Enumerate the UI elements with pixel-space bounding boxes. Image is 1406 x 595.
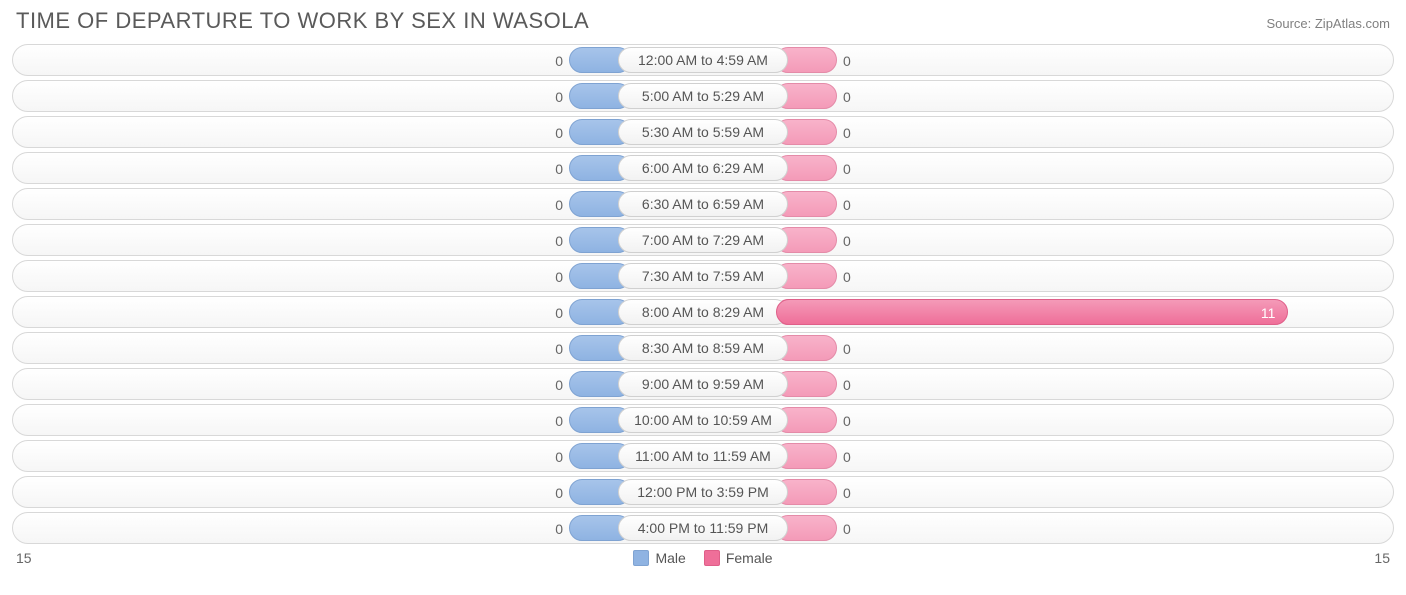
category-label: 9:00 AM to 9:59 AM (618, 371, 788, 397)
row-center-group: 6:30 AM to 6:59 AM (569, 191, 837, 217)
chart-row: 7:30 AM to 7:59 AM 0 0 (12, 260, 1394, 292)
female-value: 0 (843, 225, 851, 257)
category-label: 7:00 AM to 7:29 AM (618, 227, 788, 253)
male-value: 0 (555, 45, 563, 77)
male-value: 0 (555, 477, 563, 509)
female-value: 0 (843, 81, 851, 113)
chart-row: 9:00 AM to 9:59 AM 0 0 (12, 368, 1394, 400)
male-value: 0 (555, 297, 563, 329)
male-value: 0 (555, 189, 563, 221)
male-value: 0 (555, 261, 563, 293)
female-value: 0 (843, 45, 851, 77)
category-label: 6:00 AM to 6:29 AM (618, 155, 788, 181)
female-value: 0 (843, 441, 851, 473)
male-value: 0 (555, 225, 563, 257)
male-swatch-icon (633, 550, 649, 566)
male-value: 0 (555, 405, 563, 437)
axis-left-max: 15 (16, 550, 32, 566)
category-label: 5:00 AM to 5:29 AM (618, 83, 788, 109)
male-value: 0 (555, 441, 563, 473)
category-label: 4:00 PM to 11:59 PM (618, 515, 788, 541)
chart-row: 8:30 AM to 8:59 AM 0 0 (12, 332, 1394, 364)
row-center-group: 7:30 AM to 7:59 AM (569, 263, 837, 289)
row-center-group: 7:00 AM to 7:29 AM (569, 227, 837, 253)
chart-row: 4:00 PM to 11:59 PM 0 0 (12, 512, 1394, 544)
category-label: 8:00 AM to 8:29 AM (618, 299, 788, 325)
chart-row: 8:00 AM to 8:29 AM 0 11 (12, 296, 1394, 328)
legend-female: Female (704, 550, 773, 566)
legend-male-label: Male (655, 550, 685, 566)
chart-row: 5:30 AM to 5:59 AM 0 0 (12, 116, 1394, 148)
row-center-group: 4:00 PM to 11:59 PM (569, 515, 837, 541)
row-center-group: 8:30 AM to 8:59 AM (569, 335, 837, 361)
male-value: 0 (555, 513, 563, 545)
female-swatch-icon (704, 550, 720, 566)
female-bar-long: 11 (776, 299, 1288, 325)
row-center-group: 6:00 AM to 6:29 AM (569, 155, 837, 181)
female-value: 0 (843, 261, 851, 293)
female-value: 0 (843, 477, 851, 509)
female-value: 0 (843, 513, 851, 545)
female-value: 0 (843, 369, 851, 401)
male-value: 0 (555, 153, 563, 185)
category-label: 5:30 AM to 5:59 AM (618, 119, 788, 145)
female-value: 0 (843, 333, 851, 365)
category-label: 10:00 AM to 10:59 AM (618, 407, 788, 433)
legend-female-label: Female (726, 550, 773, 566)
female-value: 0 (843, 117, 851, 149)
row-center-group: 11:00 AM to 11:59 AM (569, 443, 837, 469)
chart-row: 12:00 AM to 4:59 AM 0 0 (12, 44, 1394, 76)
row-center-group: 12:00 AM to 4:59 AM (569, 47, 837, 73)
legend-male: Male (633, 550, 685, 566)
female-value: 0 (843, 189, 851, 221)
female-value: 11 (1261, 300, 1276, 326)
chart-row: 7:00 AM to 7:29 AM 0 0 (12, 224, 1394, 256)
axis-right-max: 15 (1374, 550, 1390, 566)
row-center-group: 9:00 AM to 9:59 AM (569, 371, 837, 397)
category-label: 12:00 AM to 4:59 AM (618, 47, 788, 73)
female-value: 0 (843, 153, 851, 185)
source-attribution: Source: ZipAtlas.com (1266, 16, 1390, 31)
chart-title: TIME OF DEPARTURE TO WORK BY SEX IN WASO… (16, 8, 589, 34)
chart-row: 6:30 AM to 6:59 AM 0 0 (12, 188, 1394, 220)
female-value: 0 (843, 405, 851, 437)
chart-row: 12:00 PM to 3:59 PM 0 0 (12, 476, 1394, 508)
male-value: 0 (555, 117, 563, 149)
row-center-group: 5:00 AM to 5:29 AM (569, 83, 837, 109)
chart-rows: 12:00 AM to 4:59 AM 0 0 5:00 AM to 5:29 AM 0… (12, 44, 1394, 544)
category-label: 8:30 AM to 8:59 AM (618, 335, 788, 361)
legend: Male Female (633, 550, 772, 566)
chart-row: 11:00 AM to 11:59 AM 0 0 (12, 440, 1394, 472)
chart-row: 5:00 AM to 5:29 AM 0 0 (12, 80, 1394, 112)
category-label: 7:30 AM to 7:59 AM (618, 263, 788, 289)
chart-row: 10:00 AM to 10:59 AM 0 0 (12, 404, 1394, 436)
male-value: 0 (555, 369, 563, 401)
row-center-group: 10:00 AM to 10:59 AM (569, 407, 837, 433)
category-label: 6:30 AM to 6:59 AM (618, 191, 788, 217)
row-center-group: 12:00 PM to 3:59 PM (569, 479, 837, 505)
male-value: 0 (555, 81, 563, 113)
category-label: 12:00 PM to 3:59 PM (618, 479, 788, 505)
chart-row: 6:00 AM to 6:29 AM 0 0 (12, 152, 1394, 184)
male-value: 0 (555, 333, 563, 365)
category-label: 11:00 AM to 11:59 AM (618, 443, 788, 469)
row-center-group: 5:30 AM to 5:59 AM (569, 119, 837, 145)
